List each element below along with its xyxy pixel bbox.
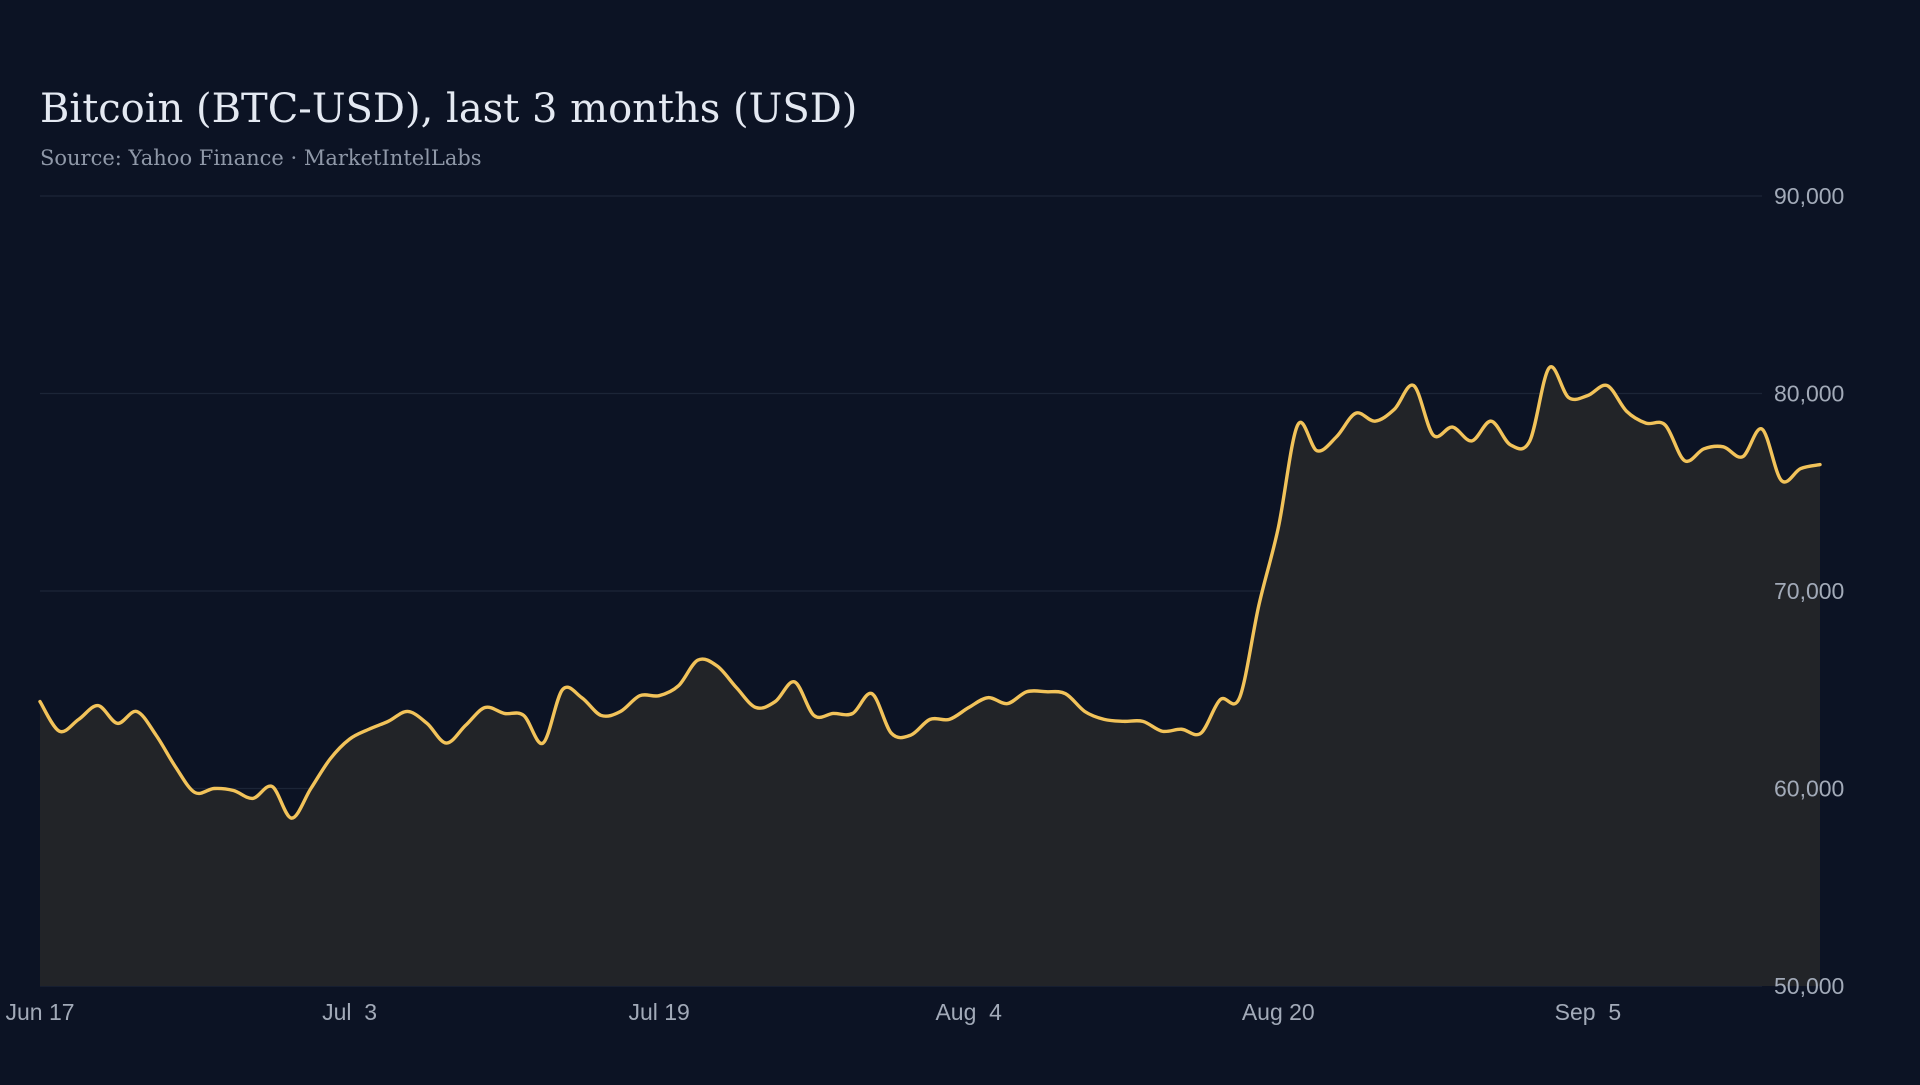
- price-line: [38, 365, 1822, 820]
- chart-title: Bitcoin (BTC-USD), last 3 months (USD): [40, 86, 858, 132]
- y-tick-label: 80,000: [1774, 381, 1844, 407]
- chart-subtitle: Source: Yahoo Finance · MarketIntelLabs: [40, 146, 482, 170]
- y-tick-label: 70,000: [1774, 578, 1844, 604]
- price-area-fill: [40, 366, 1821, 986]
- x-tick-label: Sep 5: [1555, 999, 1622, 1025]
- x-axis: Jun 17 Jul 3 Jul 19 Aug 4 Aug 20 Sep 5: [5, 999, 1621, 1025]
- x-tick-label: Aug 20: [1242, 999, 1315, 1025]
- x-tick-label: Jul 19: [628, 999, 689, 1025]
- x-tick-label: Jul 3: [322, 999, 377, 1025]
- y-tick-label: 90,000: [1774, 183, 1844, 209]
- y-tick-label: 60,000: [1774, 776, 1844, 802]
- y-axis: 50,000 60,000 70,000 80,000 90,000: [1774, 183, 1844, 999]
- x-tick-label: Aug 4: [935, 999, 1002, 1025]
- x-tick-label: Jun 17: [5, 999, 74, 1025]
- y-tick-label: 50,000: [1774, 973, 1844, 999]
